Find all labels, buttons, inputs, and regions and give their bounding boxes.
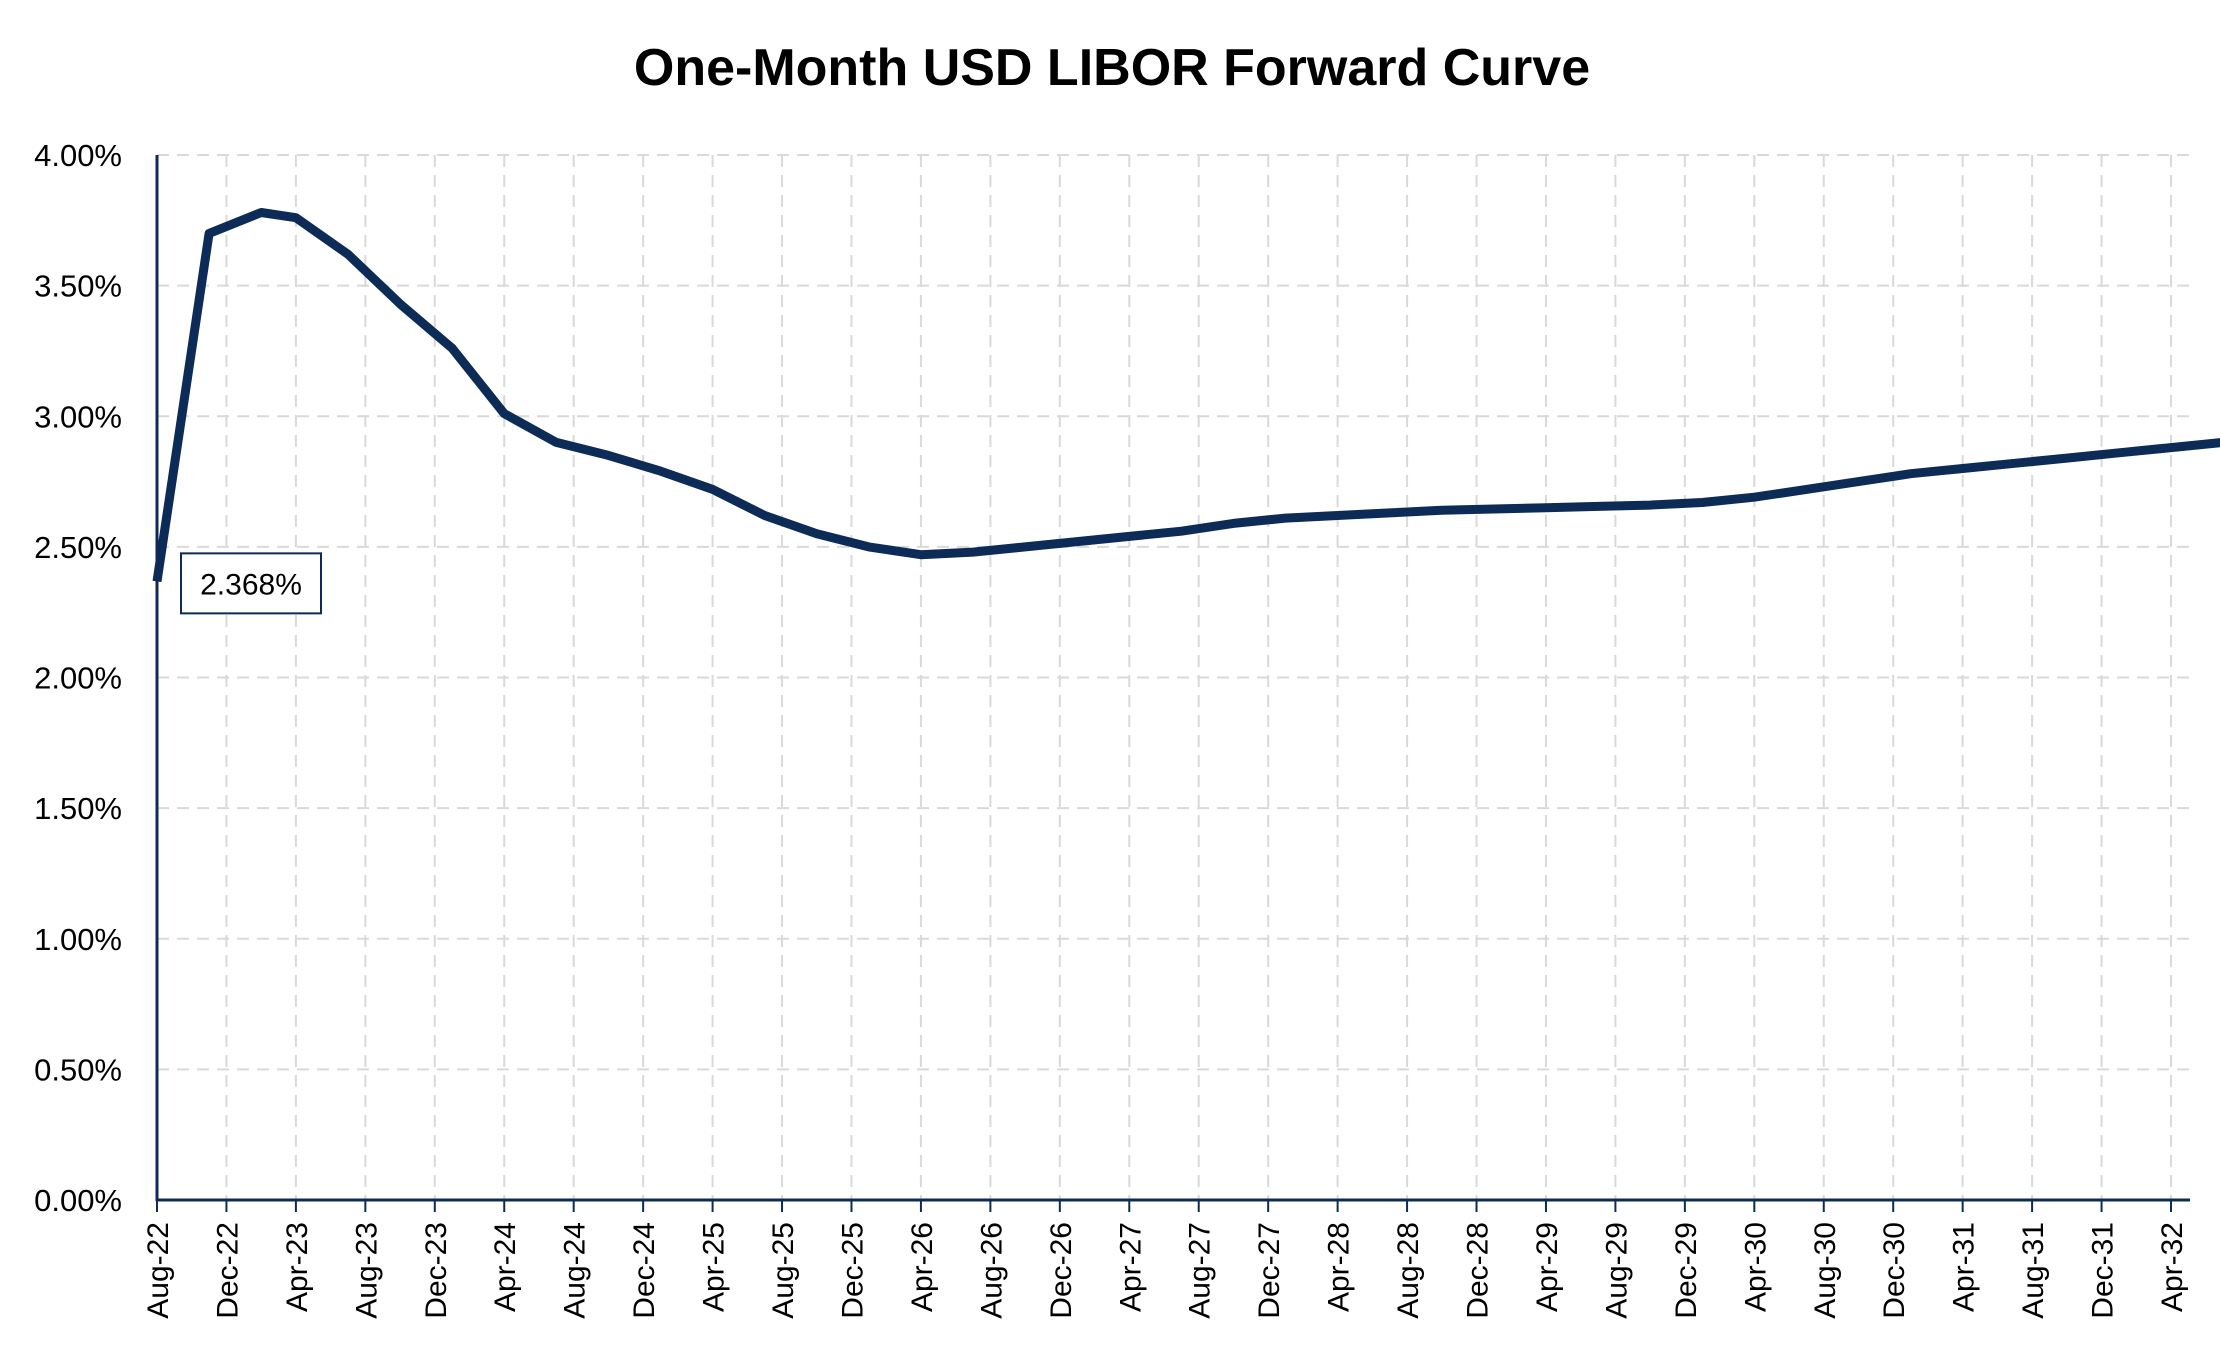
- x-tick-label: Dec-23: [420, 1222, 453, 1319]
- x-tick-label: Aug-23: [350, 1222, 383, 1319]
- x-tick-label: Dec-22: [211, 1222, 244, 1319]
- x-tick-label: Dec-29: [1670, 1222, 1703, 1319]
- x-tick-label: Aug-30: [1809, 1222, 1842, 1319]
- x-tick-label: Aug-31: [2017, 1222, 2050, 1319]
- x-tick-label: Aug-25: [767, 1222, 800, 1319]
- x-tick-label: Apr-23: [281, 1222, 314, 1312]
- x-tick-label: Aug-28: [1392, 1222, 1425, 1319]
- data-label-box: [180, 552, 322, 615]
- x-tick-label: Apr-24: [489, 1222, 522, 1312]
- y-tick-label: 3.50%: [34, 269, 122, 304]
- chart-title: One-Month USD LIBOR Forward Curve: [634, 39, 1590, 97]
- data-label: 2.368%: [200, 568, 302, 601]
- x-tick-label: Apr-28: [1323, 1222, 1356, 1312]
- x-tick-label: Apr-32: [2156, 1222, 2189, 1312]
- y-tick-label: 4.00%: [34, 138, 122, 173]
- x-tick-label: Dec-31: [2087, 1222, 2120, 1319]
- x-tick-label: Apr-26: [906, 1222, 939, 1312]
- x-tick-label: Apr-31: [1948, 1222, 1981, 1312]
- y-tick-label: 0.00%: [34, 1183, 122, 1218]
- x-tick-label: Dec-24: [628, 1222, 661, 1319]
- x-tick-label: Dec-30: [1878, 1222, 1911, 1319]
- y-tick-label: 2.00%: [34, 661, 122, 696]
- x-tick-label: Apr-25: [698, 1222, 731, 1312]
- x-tick-label: Apr-30: [1739, 1222, 1772, 1312]
- gridlines: [157, 154, 2190, 1200]
- x-tick-label: Aug-26: [975, 1222, 1008, 1319]
- y-tick-label: 1.00%: [34, 922, 122, 957]
- x-tick-label: Dec-25: [836, 1222, 869, 1319]
- x-tick-label: Aug-27: [1184, 1222, 1217, 1319]
- series-line-1: [152, 208, 2220, 583]
- y-tick-label: 0.50%: [34, 1052, 122, 1087]
- annotations: 2.368%: [180, 552, 322, 615]
- x-tick-label: Apr-29: [1531, 1222, 1564, 1312]
- x-tick-label: Aug-22: [142, 1222, 175, 1319]
- x-tick-label: Dec-26: [1045, 1222, 1078, 1319]
- x-axis-ticks: Aug-22 Dec-22 Apr-23 Aug-23 Dec-23 Apr-24 Aug-…: [142, 1222, 2189, 1319]
- y-tick-label: 2.50%: [34, 530, 122, 565]
- x-tick-label: Aug-29: [1600, 1222, 1633, 1319]
- y-tick-label: 3.00%: [34, 399, 122, 434]
- axes: [155, 155, 2190, 1212]
- y-axis-ticks: 0.00% 0.50% 1.00% 1.50% 2.00% 2.50% 3.00% 3.50%…: [34, 138, 122, 1218]
- y-tick-label: 1.50%: [34, 791, 122, 826]
- x-tick-label: Aug-24: [559, 1222, 592, 1319]
- x-tick-label: Dec-28: [1462, 1222, 1495, 1319]
- x-tick-label: Apr-27: [1114, 1222, 1147, 1312]
- x-tick-label: Dec-27: [1253, 1222, 1286, 1319]
- series-layer: [152, 208, 2220, 583]
